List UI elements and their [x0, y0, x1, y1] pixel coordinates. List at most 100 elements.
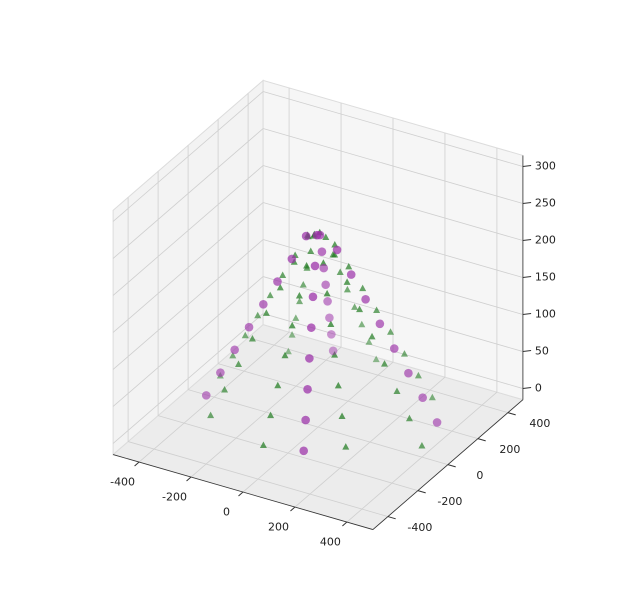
point [307, 247, 315, 255]
z-tick-label: 250 [535, 197, 556, 210]
point [301, 415, 310, 425]
point [389, 344, 399, 353]
point [343, 285, 351, 293]
point [292, 314, 300, 321]
point [305, 354, 314, 363]
point [393, 387, 401, 394]
point [284, 347, 292, 355]
tick-mark [186, 476, 192, 482]
point [323, 289, 331, 297]
point [281, 351, 289, 359]
point [254, 311, 262, 319]
point [325, 313, 334, 323]
grid-line [112, 239, 264, 370]
tick-mark [522, 312, 532, 316]
point [312, 230, 322, 240]
point [279, 271, 287, 279]
grid-line [112, 165, 264, 296]
grid-line [262, 239, 524, 315]
point [365, 338, 373, 345]
point [303, 262, 311, 269]
point [404, 368, 413, 378]
x-tick-label: -400 [110, 475, 135, 488]
grid-line [262, 91, 524, 167]
tick-mark [522, 275, 532, 279]
point [234, 360, 242, 367]
point [299, 446, 309, 456]
y-tick-label: -200 [437, 495, 462, 508]
point [273, 277, 282, 286]
tick-mark [522, 201, 532, 205]
point [414, 371, 422, 379]
point [295, 291, 303, 299]
z-tick-label: 50 [535, 345, 549, 358]
point [287, 254, 297, 264]
grid-line [217, 363, 479, 440]
point [241, 331, 249, 339]
point [356, 305, 364, 313]
grid-line [187, 389, 449, 465]
tick-mark [447, 464, 456, 468]
grid-line [127, 441, 389, 517]
point [432, 418, 442, 427]
point [368, 332, 376, 340]
point [259, 300, 268, 309]
tick-mark [290, 506, 296, 512]
x-tick-label: 400 [320, 535, 341, 548]
point [418, 442, 426, 449]
point [331, 351, 339, 358]
tick-mark [342, 521, 348, 527]
tick-mark [522, 349, 532, 353]
point [373, 306, 381, 313]
y-tick-label: 0 [476, 469, 483, 482]
grid-line [262, 202, 524, 278]
z-tick-label: 100 [535, 308, 556, 321]
z-tick-label: 150 [535, 271, 556, 284]
point [334, 381, 342, 389]
point [301, 231, 311, 241]
point [276, 283, 284, 291]
point [308, 292, 318, 302]
point [319, 263, 329, 273]
point [274, 381, 282, 389]
point [306, 323, 316, 332]
point [342, 443, 350, 450]
grid-line [112, 202, 264, 333]
point [327, 320, 335, 328]
point [322, 233, 330, 241]
point [387, 328, 395, 335]
point [244, 322, 254, 332]
point [323, 297, 332, 306]
tick-mark [522, 238, 532, 242]
x-tick-label: 200 [268, 520, 289, 533]
point [327, 330, 336, 339]
point [310, 261, 320, 271]
point [405, 414, 413, 422]
grid-line [262, 128, 524, 204]
grid-line [157, 415, 419, 491]
point [288, 321, 296, 329]
grid-line [262, 276, 524, 352]
tick-mark [238, 491, 244, 497]
point [381, 360, 389, 367]
x-tick-label: -200 [162, 490, 187, 503]
point [248, 334, 256, 342]
grid-line [112, 128, 264, 259]
point [332, 245, 342, 255]
tick-mark [507, 412, 516, 416]
z-tick-label: 0 [535, 382, 542, 395]
point [346, 270, 356, 279]
point [216, 368, 225, 377]
point [336, 268, 344, 275]
point [229, 351, 237, 359]
point [372, 355, 380, 363]
point [345, 262, 353, 270]
point [321, 280, 330, 290]
point [359, 284, 367, 292]
tick-mark [522, 386, 532, 390]
point [338, 412, 346, 419]
y-axis [372, 399, 524, 530]
tick-mark [477, 438, 486, 442]
grid-line [112, 276, 264, 407]
